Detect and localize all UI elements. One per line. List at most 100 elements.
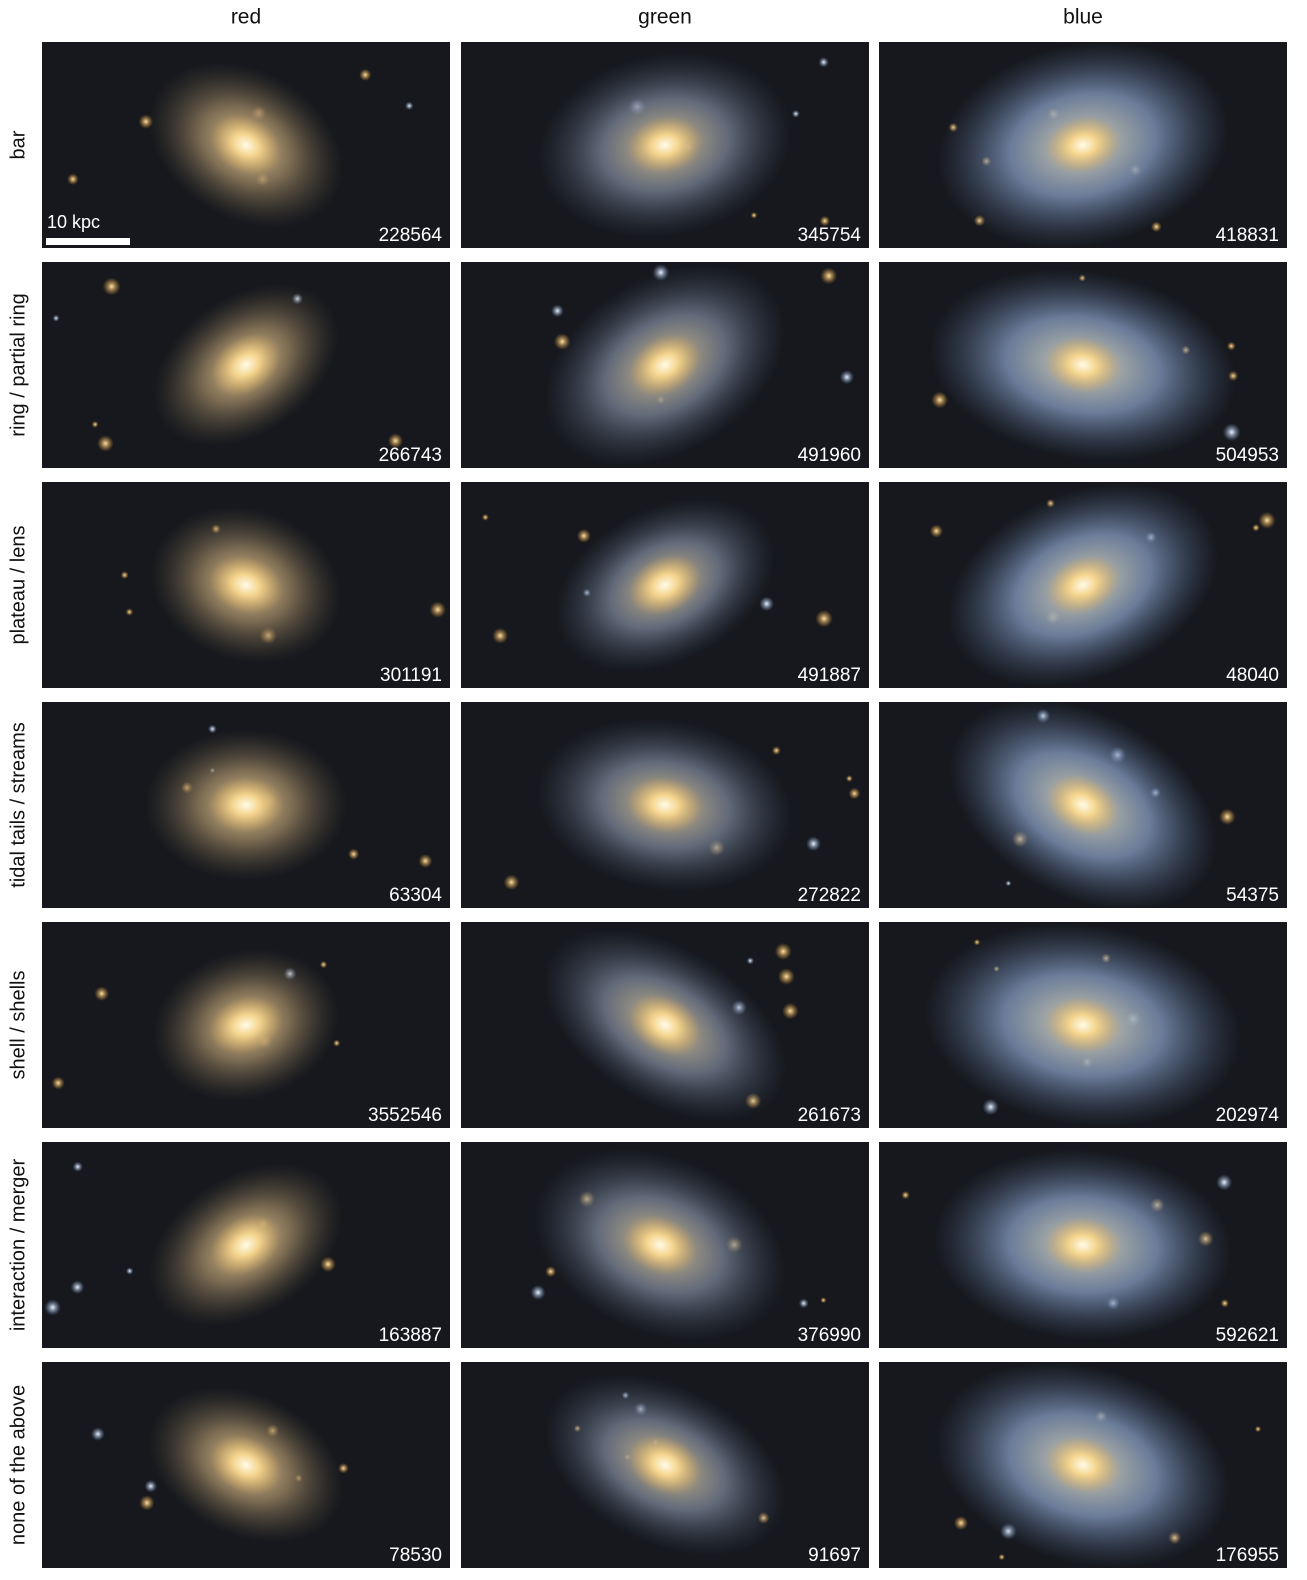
galaxy-panel: 78530: [42, 1362, 450, 1568]
background-star: [1252, 523, 1260, 532]
galaxy-panel: 504953: [879, 262, 1287, 468]
galaxy-panel: 202974: [879, 922, 1287, 1128]
background-star: [806, 836, 821, 852]
background-star: [982, 1098, 999, 1116]
panel-image: [461, 42, 869, 248]
object-id: 54375: [1226, 885, 1279, 906]
background-star: [998, 1553, 1005, 1561]
background-star: [51, 1076, 65, 1090]
background-star: [1219, 808, 1236, 826]
background-star: [777, 968, 795, 985]
background-star: [815, 609, 833, 628]
background-star: [845, 775, 853, 783]
background-star: [576, 528, 591, 543]
panel-image: [461, 482, 869, 688]
object-id: 202974: [1216, 1105, 1280, 1126]
panel-image: [879, 1362, 1287, 1568]
galaxy-core: [208, 555, 284, 615]
object-id: 176955: [1216, 1545, 1279, 1566]
panel-image: [879, 482, 1287, 688]
galaxy-core: [209, 1434, 283, 1496]
object-id: 491960: [798, 445, 861, 466]
column-header: blue: [1063, 6, 1103, 29]
background-star: [1005, 880, 1012, 887]
galaxy-core: [210, 333, 282, 397]
panel-image: [42, 1142, 450, 1348]
panel-image: [879, 702, 1287, 908]
galaxy-core: [1045, 996, 1121, 1054]
background-star: [774, 942, 792, 960]
background-star: [359, 68, 372, 81]
panel-image: [879, 42, 1287, 248]
background-star: [91, 420, 99, 428]
object-id: 3552546: [368, 1105, 442, 1126]
galaxy-panel: 491960: [461, 262, 869, 468]
background-star: [1220, 1299, 1230, 1308]
background-star: [1216, 1174, 1233, 1191]
panel-image: [879, 922, 1287, 1128]
background-star: [746, 957, 754, 965]
object-id: 63304: [389, 885, 442, 906]
galaxy-panel: 54375: [879, 702, 1287, 908]
panel-image: [461, 262, 869, 468]
galaxy-core: [1046, 555, 1120, 615]
row-label: ring / partial ring: [7, 293, 29, 436]
object-id: 91697: [808, 1545, 861, 1566]
object-id: 272822: [798, 885, 861, 906]
background-star: [52, 314, 60, 322]
background-star: [70, 1280, 85, 1295]
background-star: [387, 433, 404, 449]
galaxy-panel: 376990: [461, 1142, 869, 1348]
object-id: 78530: [389, 1545, 442, 1566]
galaxy-panel: 48040: [879, 482, 1287, 688]
galaxy-panel: 272822: [461, 702, 869, 908]
galaxy-core: [1045, 1436, 1121, 1494]
background-star: [492, 627, 509, 644]
background-star: [953, 1515, 969, 1531]
galaxy-panel: 345754: [461, 42, 869, 248]
background-star: [750, 211, 758, 219]
background-star: [819, 215, 831, 227]
object-id: 376990: [798, 1325, 861, 1346]
background-star: [931, 391, 949, 409]
galaxy-panel: 91697: [461, 1362, 869, 1568]
background-star: [848, 787, 861, 800]
galaxy-core: [628, 554, 702, 616]
background-star: [139, 1495, 155, 1511]
galaxy-panel: 163887: [42, 1142, 450, 1348]
background-star: [818, 57, 829, 68]
background-star: [94, 986, 109, 1001]
background-star: [348, 848, 360, 860]
background-star: [929, 524, 944, 538]
background-star: [791, 109, 800, 118]
background-star: [820, 267, 838, 285]
background-star: [208, 724, 217, 734]
background-star: [901, 1190, 910, 1200]
background-star: [67, 173, 79, 186]
galaxy-panel: 3552546: [42, 922, 450, 1128]
object-id: 163887: [379, 1325, 442, 1346]
row-label: plateau / lens: [7, 526, 29, 645]
galaxy-panel: 228564 10 kpc: [42, 42, 450, 248]
background-star: [319, 960, 328, 969]
object-id: 266743: [379, 445, 442, 466]
background-star: [1222, 423, 1241, 442]
row-label: tidal tails / streams: [7, 722, 29, 888]
background-star: [97, 435, 114, 452]
object-id: 301191: [380, 665, 442, 686]
object-id: 48040: [1226, 665, 1279, 686]
background-star: [404, 101, 414, 111]
background-star: [72, 1161, 83, 1172]
background-star: [771, 746, 781, 755]
panel-image: [42, 702, 450, 908]
scale-label: 10 kpc: [47, 212, 100, 232]
galaxy-panel: 63304: [42, 702, 450, 908]
background-star: [333, 1039, 341, 1047]
background-star: [503, 874, 520, 891]
galaxy-panel: 266743: [42, 262, 450, 468]
column-header: red: [231, 6, 261, 29]
panel-image: [461, 922, 869, 1128]
background-star: [125, 608, 134, 616]
galaxy-core: [627, 776, 703, 834]
